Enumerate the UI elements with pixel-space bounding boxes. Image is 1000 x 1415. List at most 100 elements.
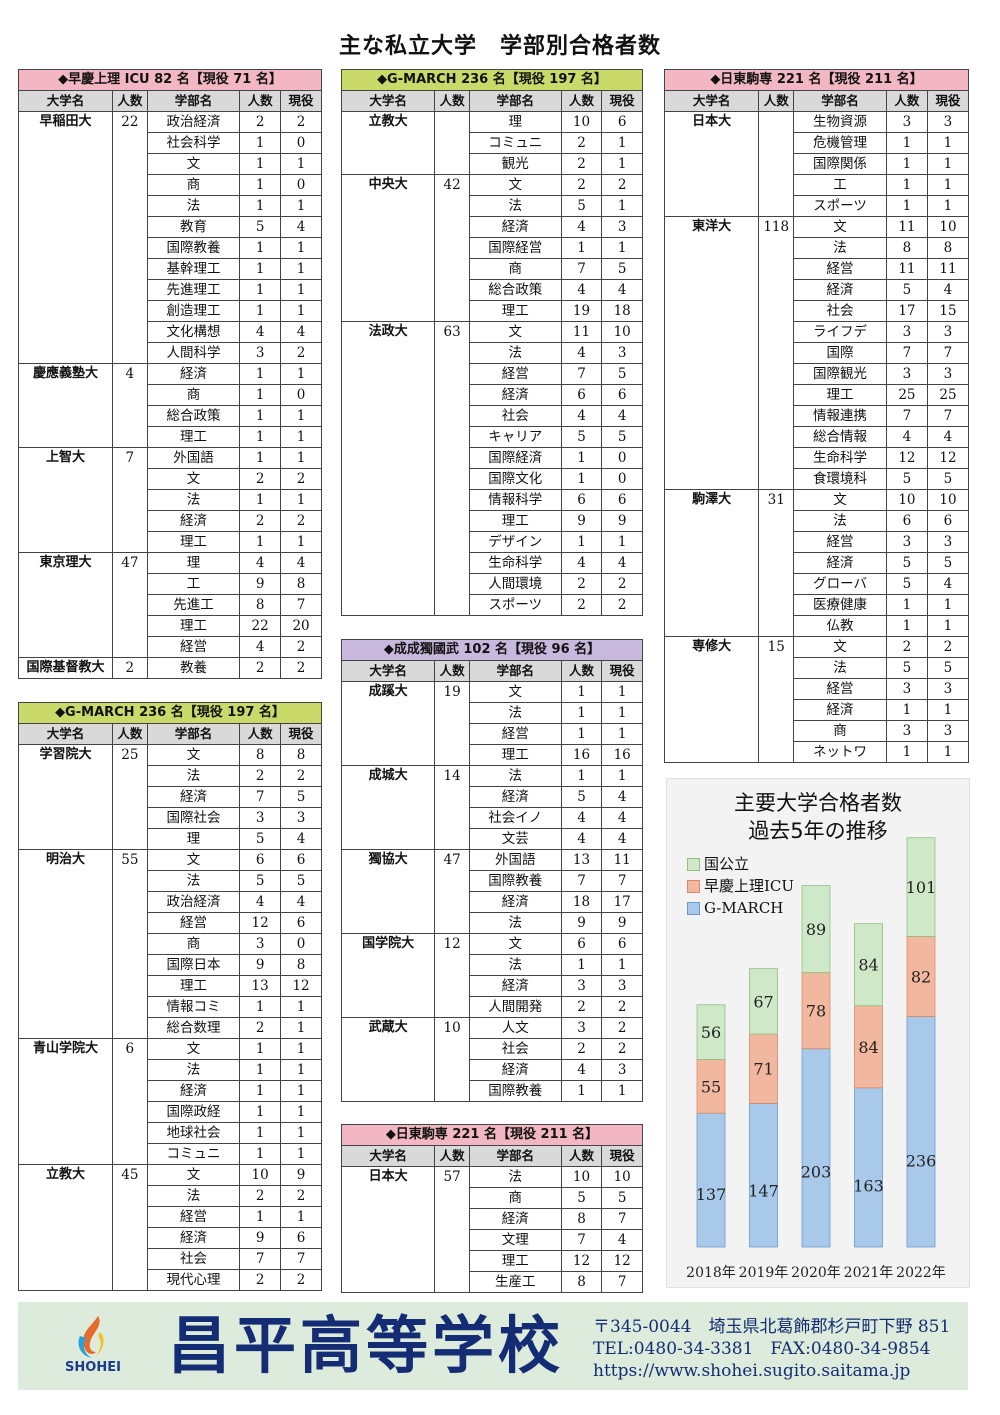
faculty-name: 生産工 [468,1271,562,1293]
faculty-count: 1 [885,153,928,175]
faculty-count: 3 [885,678,928,700]
faculty-name: 法 [793,510,887,532]
table-row: 国際社会 3 3 [19,807,322,829]
faculty-name: 文 [793,216,887,238]
faculty-name: 人間科学 [146,342,241,364]
faculty-name: 食環境科 [793,468,887,490]
faculty-current: 2 [601,174,643,196]
table-row: 国際政経 1 1 [19,1101,322,1123]
university-name: 武蔵大 [340,1017,436,1102]
faculty-current: 3 [926,720,970,742]
faculty-name: 理工 [793,384,887,406]
faculty-count: 4 [239,552,282,574]
university-count: 25 [111,744,148,850]
chart-title-line1: 主要大学合格者数 [734,791,902,815]
faculty-count: 1 [885,699,928,721]
faculty-current: 2 [280,342,322,364]
x-tick-label: 2021年 [844,1265,894,1281]
faculty-count: 3 [239,933,282,955]
faculty-name: 観光 [468,153,562,175]
faculty-name: 法 [146,1185,241,1207]
faculty-current: 1 [280,363,322,385]
university-name: 早稲田大 [18,111,113,364]
column-header-current: 現役 [926,90,970,112]
university-name: 成城大 [340,765,436,850]
faculty-name: 文 [146,1164,241,1186]
table-row: 経済 4 3 [342,1059,643,1081]
university-name: 成蹊大 [340,681,436,766]
faculty-count: 1 [885,741,928,763]
faculty-name: 理工 [146,975,241,997]
table-row: 生産工 8 7 [342,1271,643,1293]
faculty-current: 1 [926,195,970,217]
faculty-name: 文 [146,849,241,871]
faculty-name: 法 [793,237,887,259]
faculty-name: 総合政策 [146,405,241,427]
faculty-current: 1 [601,681,643,703]
website-link[interactable]: https://www.shohei.sugito.saitama.jp [593,1361,911,1381]
table-banner: ◆成成獨國武 102 名【現役 96 名】 [341,639,643,661]
faculty-current: 18 [601,300,643,322]
faculty-count: 22 [239,615,282,637]
faculty-name: 経済 [146,786,241,808]
faculty-name: 国際教養 [468,1080,562,1102]
faculty-current: 6 [926,510,970,532]
faculty-name: グローバ [793,573,887,595]
table-seijo: ◆成成獨國武 102 名【現役 96 名】 大学名 人数 学部名 人数 現役 成蹊大 19 文 1… [340,639,643,1102]
legend-item-kokkoritsu: 国公立 [687,853,794,875]
faculty-current: 1 [280,1080,322,1102]
faculty-count: 6 [560,384,603,406]
faculty-count: 17 [885,300,928,322]
faculty-count: 4 [560,279,603,301]
faculty-current: 7 [601,1271,643,1293]
faculty-count: 3 [885,531,928,553]
faculty-name: 商 [468,258,562,280]
table-row: 東洋大 118 文 11 10 [663,216,970,490]
faculty-name: 社会 [468,405,562,427]
x-tick-label: 2020年 [791,1265,841,1281]
faculty-count: 3 [239,807,282,829]
faculty-count: 5 [560,786,603,808]
faculty-current: 11 [601,849,643,871]
faculty-name: 経営 [468,723,562,745]
faculty-name: 法 [146,1059,241,1081]
faculty-count: 3 [885,363,928,385]
faculty-name: 文 [468,321,562,343]
faculty-current: 10 [926,216,970,238]
faculty-name: 経済 [146,1080,241,1102]
faculty-count: 2 [560,573,603,595]
legend-label: G-MARCH [704,899,784,917]
table-row: 人間環境 2 2 [342,573,643,595]
faculty-name: 国際経営 [468,237,562,259]
bar-data-label: 78 [806,1002,826,1021]
column-header-current: 現役 [280,723,322,745]
faculty-name: 経営 [793,258,887,280]
university-count: 22 [111,111,148,364]
table-gmarch-a: ◆G-MARCH 236 名【現役 197 名】 大学名 人数 学部名 人数 現役 学習院大… [18,702,322,1291]
faculty-current: 4 [601,807,643,829]
faculty-name: 経営 [146,1206,241,1228]
faculty-count: 1 [239,1080,282,1102]
faculty-current: 3 [926,531,970,553]
faculty-current: 7 [280,1248,322,1270]
table-row: 経済 8 7 [342,1208,643,1230]
school-name: 昌平高等学校 [168,1309,565,1382]
faculty-name: 創造理工 [146,300,241,322]
column-header-faculty: 学部名 [468,1145,562,1167]
faculty-name: 危機管理 [793,132,887,154]
faculty-name: デザイン [468,531,562,553]
faculty-count: 8 [885,237,928,259]
table-row: 現代心理 2 2 [19,1269,322,1291]
faculty-name: 理工 [146,531,241,553]
bar-data-label: 82 [911,967,931,986]
table-row: 理工 9 9 [342,510,643,532]
faculty-count: 1 [560,681,603,703]
table-row: 早稲田大 22 政治経済 2 2 [18,111,322,364]
page-title: 主な私立大学 学部別合格者数 [338,34,661,59]
faculty-count: 3 [560,975,603,997]
university-count: 12 [434,933,470,1018]
faculty-name: 国際経済 [468,447,562,469]
table-row: 日本大 生物資源 3 3 [663,111,970,217]
